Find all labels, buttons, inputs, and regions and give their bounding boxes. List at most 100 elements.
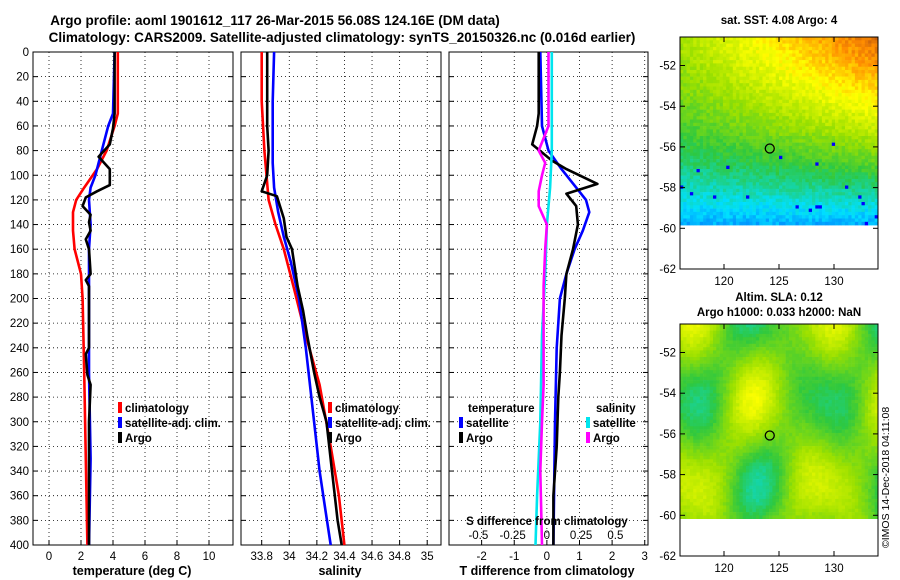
- map-cell: [805, 73, 809, 77]
- map-cell: [775, 142, 780, 147]
- map-cell: [713, 218, 717, 223]
- map-cell: [729, 337, 734, 341]
- map-cell: [861, 347, 866, 351]
- map-cell: [765, 208, 770, 213]
- map-cell: [868, 119, 872, 124]
- map-cell: [779, 112, 783, 117]
- map-cell: [798, 350, 803, 354]
- map-cell: [838, 195, 842, 199]
- map-cell: [848, 43, 852, 48]
- map-cell: [868, 139, 872, 143]
- map-cell: [726, 83, 730, 87]
- map-cell: [722, 363, 727, 368]
- map-cell: [765, 380, 770, 384]
- map-cell: [815, 208, 819, 213]
- map-cell: [812, 366, 816, 371]
- map-cell: [788, 56, 793, 61]
- map-cell: [680, 182, 684, 186]
- map-cell: [729, 185, 734, 190]
- map-cell: [765, 136, 770, 140]
- map-cell: [848, 70, 852, 74]
- x-tick-label: 35: [421, 551, 434, 563]
- map-cell: [828, 142, 833, 147]
- map-cell: [802, 37, 806, 41]
- map-cell: [709, 159, 714, 163]
- map-cell: [739, 353, 743, 358]
- map-cell: [825, 195, 829, 199]
- map-cell: [703, 46, 707, 51]
- map-cell: [868, 366, 872, 371]
- map-cell: [808, 175, 813, 180]
- map-cell: [858, 337, 862, 341]
- map-cell: [689, 347, 694, 351]
- map-cell: [818, 357, 823, 361]
- map-cell: [755, 103, 760, 107]
- map-cell: [792, 86, 796, 91]
- map-cell: [858, 360, 862, 364]
- map-cell: [868, 172, 872, 176]
- map-cell: [805, 343, 809, 348]
- map-cell: [765, 333, 770, 338]
- map-cell: [871, 106, 875, 110]
- map-cell: [722, 159, 727, 163]
- map-cell: [815, 178, 819, 183]
- map-cell: [772, 340, 776, 345]
- map-cell: [680, 106, 684, 110]
- map-cell: [788, 353, 793, 358]
- map-cell: [831, 221, 836, 226]
- map-cell: [808, 142, 813, 147]
- map-cell: [759, 86, 763, 91]
- map-cell: [722, 129, 727, 133]
- map-cell: [689, 208, 694, 213]
- map-cell: [812, 76, 816, 81]
- map-cell: [699, 103, 704, 107]
- map-cell: [782, 116, 786, 120]
- map-cell: [845, 333, 849, 338]
- map-cell: [729, 208, 734, 213]
- map-cell: [868, 169, 872, 173]
- map-cell: [838, 159, 842, 163]
- map-cell: [709, 145, 714, 150]
- map-cell: [858, 37, 862, 41]
- map-cell: [746, 73, 750, 77]
- map-cell: [821, 357, 826, 361]
- map-cell: [769, 188, 773, 193]
- map-cell: [706, 333, 710, 338]
- map-cell: [848, 330, 852, 335]
- map-cell: [755, 149, 760, 153]
- map-cell: [805, 50, 809, 54]
- map-cell: [802, 198, 806, 203]
- map-cell: [772, 324, 776, 328]
- series-line-satellite-adj-clim-: [87, 51, 116, 546]
- map-cell: [841, 386, 846, 391]
- s-tick-label: 0.25: [570, 530, 592, 542]
- map-cell: [835, 37, 839, 41]
- map-cell: [739, 350, 743, 354]
- map-cell: [716, 119, 720, 124]
- map-cell: [736, 116, 740, 120]
- map-cell: [779, 70, 783, 74]
- map-cell: [709, 327, 714, 331]
- map-cell: [848, 337, 852, 341]
- map-cell: [821, 53, 826, 58]
- map-cell: [854, 83, 859, 87]
- map-cell: [683, 198, 687, 203]
- map-cell: [755, 363, 760, 368]
- map-cell: [722, 366, 727, 371]
- map-cell: [818, 129, 823, 133]
- map-cell: [782, 185, 786, 190]
- map-cell: [818, 136, 823, 140]
- map-cell: [772, 106, 776, 110]
- map-cell: [772, 192, 776, 196]
- map-cell: [706, 327, 710, 331]
- map-cell: [805, 165, 809, 170]
- map-cell: [861, 46, 866, 51]
- map-cell: [805, 202, 809, 206]
- map-cell: [828, 337, 833, 341]
- legend-title-salinity: salinity: [596, 403, 636, 415]
- map-cell: [841, 169, 846, 173]
- map-cell: [709, 330, 714, 335]
- map-cell: [821, 198, 826, 203]
- map-cell: [815, 53, 819, 58]
- map-cell: [779, 357, 783, 361]
